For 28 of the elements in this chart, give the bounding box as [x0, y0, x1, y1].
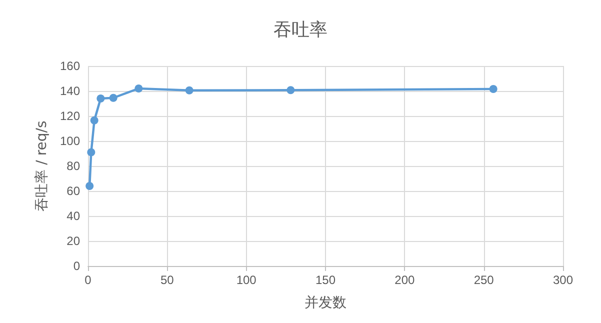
x-axis-title: 并发数	[304, 295, 346, 311]
point	[185, 86, 194, 94]
point	[96, 94, 105, 102]
point	[286, 86, 295, 94]
x-tick-label: 50	[160, 273, 174, 287]
x-tick-label: 250	[474, 273, 494, 287]
y-tick-label: 140	[60, 84, 80, 98]
y-tick-label: 100	[60, 134, 80, 148]
y-tick-label: 20	[66, 234, 80, 248]
y-tick-label: 0	[73, 259, 80, 273]
y-tick-label: 80	[66, 159, 80, 173]
point	[87, 148, 96, 156]
y-tick-label: 120	[60, 109, 80, 123]
y-tick-label: 160	[60, 59, 80, 73]
y-tick-label: 40	[66, 209, 80, 223]
chart-title: 吞吐率	[274, 20, 328, 40]
y-axis-title: 吞吐率 / req/s	[34, 120, 50, 212]
x-tick-label: 150	[315, 273, 336, 287]
point	[86, 182, 94, 190]
point	[134, 84, 143, 92]
x-tick-label: 0	[84, 273, 92, 287]
point	[109, 94, 118, 102]
point	[489, 85, 498, 93]
x-tick-label: 200	[394, 273, 415, 287]
y-tick-label: 60	[66, 184, 80, 198]
x-tick-label: 100	[236, 273, 257, 287]
point	[90, 116, 98, 124]
x-tick-label: 300	[552, 273, 574, 287]
